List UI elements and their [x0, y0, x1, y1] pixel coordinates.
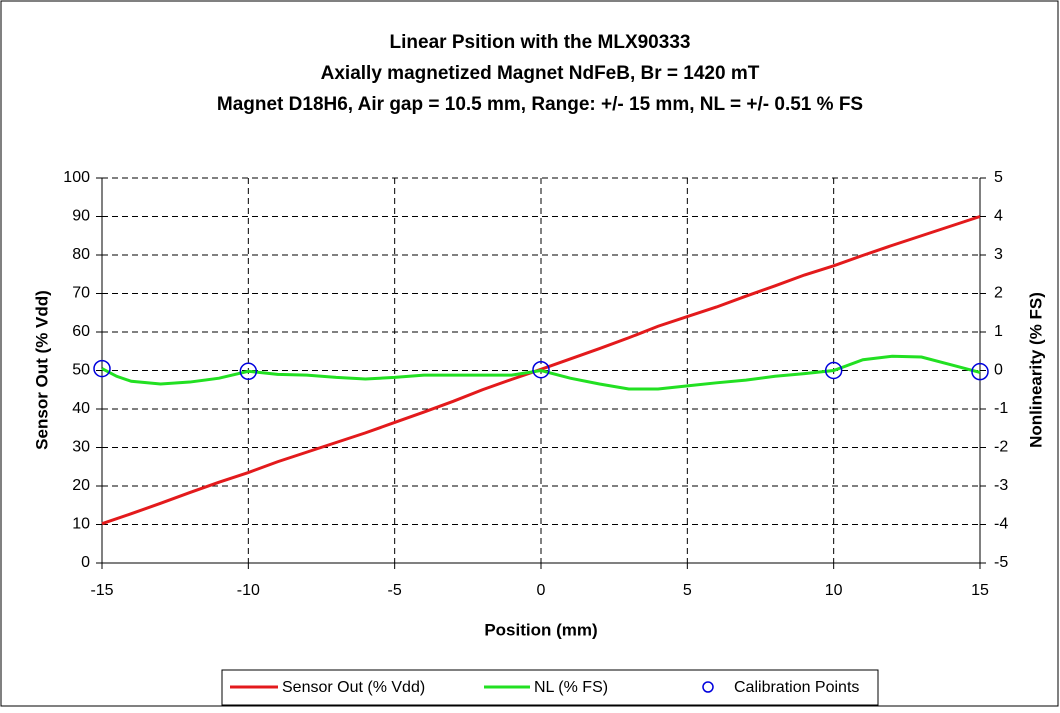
calibration-point: [824, 361, 843, 380]
x-tick-label: -5: [388, 582, 402, 599]
y-tick-label: 90: [72, 208, 90, 225]
x-tick-label: 0: [537, 582, 546, 599]
y2-tick-label: -2: [994, 439, 1008, 456]
y2-tick-label: -3: [994, 477, 1008, 494]
chart-title: Linear Psition with the MLX90333: [390, 32, 691, 53]
x-axis-label: Position (mm): [484, 620, 597, 639]
y2-tick-label: 2: [994, 285, 1003, 302]
legend-label: Sensor Out (% Vdd): [282, 679, 425, 696]
x-tick-label: -15: [90, 582, 113, 599]
calibration-point: [93, 359, 111, 378]
x-tick-label: 5: [683, 582, 692, 599]
chart-title: Magnet D18H6, Air gap = 10.5 mm, Range: …: [217, 94, 863, 115]
chart-title: Axially magnetized Magnet NdFeB, Br = 14…: [321, 63, 760, 84]
y2-tick-label: 5: [994, 169, 1003, 186]
y2-tick-label: -1: [994, 400, 1008, 417]
y-tick-label: 0: [81, 554, 90, 571]
x-tick-label: 15: [971, 582, 989, 599]
y2-tick-label: 0: [994, 362, 1003, 379]
y-tick-label: 30: [72, 439, 90, 456]
line: [101, 354, 981, 391]
x-tick-label: -10: [237, 582, 260, 599]
legend-label: NL (% FS): [534, 679, 608, 696]
y2-tick-label: -4: [994, 516, 1008, 533]
legend-box: [221, 669, 879, 706]
y-tick-label: 20: [72, 477, 90, 494]
x-tick-label: 10: [825, 582, 843, 599]
y2-tick-label: -5: [994, 554, 1008, 571]
y2-tick-label: 4: [994, 208, 1003, 225]
calibration-point: [971, 362, 989, 381]
y2-tick-label: 3: [994, 246, 1003, 263]
legend-label: Calibration Points: [734, 679, 859, 696]
y-tick-label: 60: [72, 323, 90, 340]
y-tick-label: 50: [72, 362, 90, 379]
y-tick-label: 10: [72, 516, 90, 533]
y-tick-label: 80: [72, 246, 90, 263]
y2-tick-label: 1: [994, 323, 1003, 340]
y2-axis-label: Nonlinearity (% FS): [1026, 292, 1045, 448]
y-axis-label: Sensor Out (% Vdd): [32, 290, 51, 450]
y-tick-label: 70: [72, 285, 90, 302]
y-tick-label: 40: [72, 400, 90, 417]
legend-swatch: [702, 681, 714, 693]
calibration-point: [239, 362, 258, 381]
calibration-point: [532, 360, 550, 379]
y-tick-label: 100: [63, 169, 90, 186]
